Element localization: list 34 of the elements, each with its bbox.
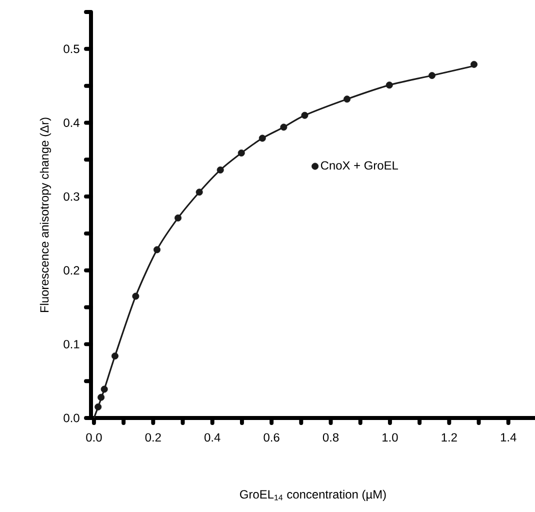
x-tick-label: 1.2 — [442, 433, 457, 442]
x-tick-label: 1.4 — [500, 433, 516, 442]
x-tick-label: 0.0 — [86, 433, 102, 442]
y-tick-label: 0.1 — [64, 340, 80, 348]
point — [470, 60, 478, 68]
point — [132, 292, 140, 300]
point — [428, 72, 436, 79]
y-tick-label: 0.3 — [64, 192, 80, 201]
x-tick-label: 1.0 — [382, 433, 398, 442]
point — [111, 352, 118, 360]
point — [238, 149, 245, 156]
point — [216, 166, 224, 174]
y-tick-label: 0.2 — [64, 266, 80, 275]
x-axis-title: GroEL$_{14}$ concentration (µM) — [240, 490, 386, 501]
y-tick-label: 0.0 — [64, 414, 80, 422]
x-tick-label: 0.6 — [264, 433, 280, 442]
point — [344, 96, 351, 103]
y-tick-label: 0.5 — [64, 44, 80, 54]
point — [174, 214, 182, 222]
point — [301, 112, 308, 119]
legend-label: CnoX + GroEL — [320, 161, 398, 170]
point — [258, 134, 266, 142]
x-tick-label: 0.2 — [145, 433, 161, 442]
point — [154, 246, 161, 254]
point — [98, 394, 105, 401]
x-tick-label: 0.4 — [204, 433, 220, 442]
y-axis-title: Fluorescence anisotropy change (Δr) — [40, 118, 52, 312]
point — [280, 124, 288, 131]
point — [196, 188, 203, 196]
point — [94, 403, 102, 410]
x-tick-label: 0.8 — [322, 433, 339, 442]
point — [100, 386, 108, 393]
point — [386, 82, 393, 89]
y-tick-label: 0.4 — [64, 118, 80, 127]
